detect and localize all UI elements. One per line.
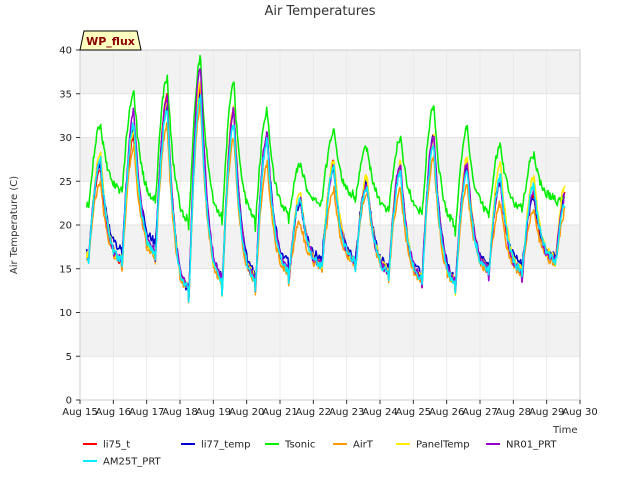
y-axis-ticks: 0 5 10 15 20 25 30 35 40 — [59, 46, 80, 407]
y-tick-label: 40 — [59, 46, 72, 57]
y-tick-label: 25 — [59, 177, 72, 188]
y-tick-label: 0 — [66, 396, 72, 407]
x-tick-label: Aug 30 — [562, 407, 597, 418]
legend-label-AirT: AirT — [353, 440, 374, 451]
series-lines — [85, 54, 566, 304]
x-tick-label: Aug 15 — [62, 407, 97, 418]
legend: li75_t li77_temp Tsonic AirT PanelTemp NR01_P… — [83, 440, 557, 468]
x-axis-title: Time — [552, 425, 577, 436]
y-tick-label: 15 — [59, 264, 72, 275]
x-tick-label: Aug 17 — [129, 407, 164, 418]
x-tick-label: Aug 18 — [162, 407, 197, 418]
series-line-AM25T_PRT — [86, 94, 566, 303]
y-tick-label: 30 — [59, 133, 72, 144]
site-badge: WP_flux — [79, 30, 142, 51]
legend-label-li75_t: li75_t — [103, 440, 130, 451]
legend-label-PanelTemp: PanelTemp — [416, 440, 470, 451]
x-tick-label: Aug 19 — [196, 407, 231, 418]
plot-band — [80, 312, 580, 357]
y-axis-title: Air Temperature (C) — [9, 176, 20, 274]
legend-label-li77_temp: li77_temp — [201, 440, 250, 451]
x-tick-label: Aug 28 — [496, 407, 531, 418]
x-tick-label: Aug 25 — [396, 407, 431, 418]
y-tick-label: 5 — [66, 352, 72, 363]
x-tick-label: Aug 26 — [429, 407, 464, 418]
y-tick-label: 35 — [59, 89, 72, 100]
x-tick-label: Aug 16 — [96, 407, 131, 418]
y-tick-label: 10 — [59, 308, 72, 319]
x-tick-label: Aug 24 — [362, 407, 397, 418]
series-line-Tsonic — [85, 54, 566, 237]
plot-band — [80, 93, 580, 138]
x-tick-label: Aug 20 — [229, 407, 264, 418]
plot-band — [80, 225, 580, 269]
plot-band — [80, 356, 580, 400]
chart-title: Air Temperatures — [264, 4, 375, 19]
x-tick-label: Aug 29 — [529, 407, 564, 418]
site-badge-label: WP_flux — [86, 35, 135, 48]
legend-label-AM25T_PRT: AM25T_PRT — [103, 457, 162, 468]
legend-label-NR01_PRT: NR01_PRT — [506, 440, 557, 451]
x-tick-label: Aug 22 — [296, 407, 331, 418]
y-tick-label: 20 — [59, 221, 72, 232]
site-badge-shape — [79, 30, 142, 51]
x-tick-label: Aug 21 — [262, 407, 297, 418]
plot-band — [80, 50, 580, 94]
legend-label-Tsonic: Tsonic — [284, 440, 315, 451]
x-tick-label: Aug 27 — [462, 407, 497, 418]
x-tick-label: Aug 23 — [329, 407, 364, 418]
plot-band — [80, 268, 580, 313]
